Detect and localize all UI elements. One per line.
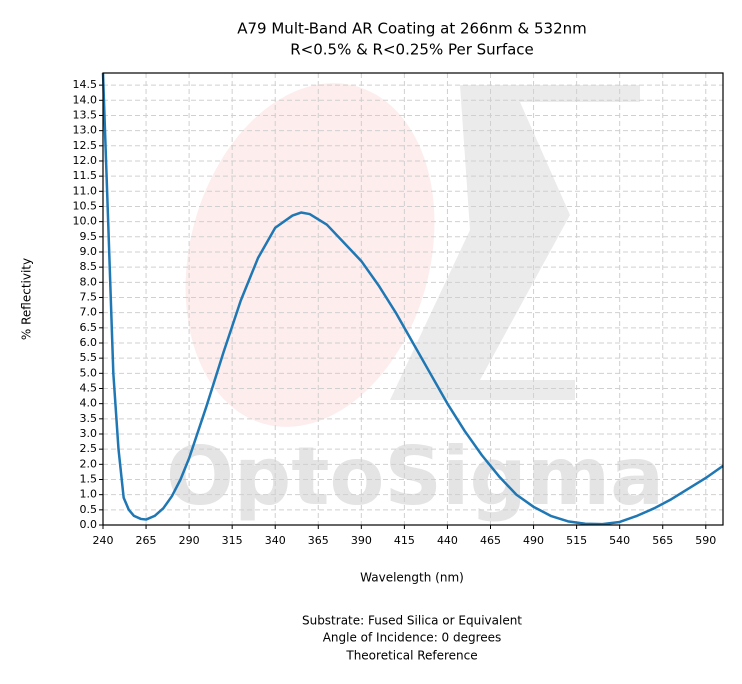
plot-frame <box>102 72 724 526</box>
y-tick-label: 9.0 <box>80 245 98 258</box>
x-tick-label: 340 <box>265 534 286 547</box>
y-tick-label: 3.5 <box>80 412 98 425</box>
y-tick-label: 8.5 <box>80 260 98 273</box>
x-tick-label: 290 <box>179 534 200 547</box>
chart-title: A79 Mult-Band AR Coating at 266nm & 532n… <box>237 20 586 38</box>
x-tick-label: 240 <box>93 534 114 547</box>
note: Angle of Incidence: 0 degrees <box>323 631 502 645</box>
y-tick-label: 4.0 <box>80 397 98 410</box>
x-tick-label: 590 <box>695 534 716 547</box>
x-tick-label: 565 <box>652 534 673 547</box>
y-axis-label: % Reflectivity <box>20 258 34 340</box>
y-tick-label: 12.5 <box>73 139 98 152</box>
y-tick-label: 4.5 <box>80 381 98 394</box>
data-line <box>101 72 724 526</box>
note: Substrate: Fused Silica or Equivalent <box>302 614 522 628</box>
y-tick-label: 3.0 <box>80 427 98 440</box>
y-tick-label: 5.5 <box>80 351 98 364</box>
y-tick-label: 6.5 <box>80 321 98 334</box>
y-tick-label: 9.5 <box>80 230 98 243</box>
x-tick-label: 515 <box>566 534 587 547</box>
y-tick-label: 1.5 <box>80 472 98 485</box>
y-tick-label: 1.0 <box>80 488 98 501</box>
chart-subtitle: R<0.5% & R<0.25% Per Surface <box>290 41 534 59</box>
x-tick-label: 390 <box>351 534 372 547</box>
note: Theoretical Reference <box>345 649 477 663</box>
x-axis-label: Wavelength (nm) <box>360 571 464 585</box>
y-tick-label: 5.0 <box>80 366 98 379</box>
x-tick-label: 415 <box>394 534 415 547</box>
y-tick-label: 11.5 <box>73 169 98 182</box>
y-tick-label: 0.5 <box>80 503 98 516</box>
y-tick-label: 10.5 <box>73 199 98 212</box>
y-tick-label: 2.5 <box>80 442 98 455</box>
x-tick-label: 465 <box>480 534 501 547</box>
x-tick-label: 490 <box>523 534 544 547</box>
y-tick-label: 8.0 <box>80 275 98 288</box>
y-tick-label: 0.0 <box>80 518 98 531</box>
x-tick-label: 315 <box>222 534 243 547</box>
x-tick-label: 365 <box>308 534 329 547</box>
y-tick-label: 14.5 <box>73 78 98 91</box>
y-tick-label: 12.0 <box>73 154 98 167</box>
y-tick-label: 13.5 <box>73 108 98 121</box>
x-tick-label: 540 <box>609 534 630 547</box>
y-tick-label: 11.0 <box>73 184 98 197</box>
y-tick-label: 7.0 <box>80 306 98 319</box>
x-tick-label: 440 <box>437 534 458 547</box>
y-tick-label: 10.0 <box>73 215 98 228</box>
y-tick-label: 7.5 <box>80 290 98 303</box>
x-tick-label: 265 <box>136 534 157 547</box>
watermark-logo <box>185 83 640 427</box>
watermark-text: OptoSigma <box>166 430 664 523</box>
y-tick-label: 6.0 <box>80 336 98 349</box>
y-tick-label: 2.0 <box>80 457 98 470</box>
y-tick-label: 13.0 <box>73 124 98 137</box>
y-tick-label: 14.0 <box>73 93 98 106</box>
